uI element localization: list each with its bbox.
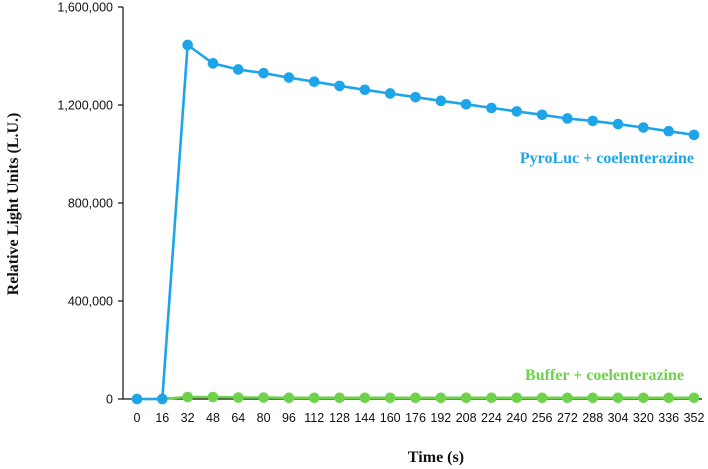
data-point: [334, 80, 345, 92]
x-tick-label: 256: [532, 411, 553, 425]
data-point: [207, 391, 219, 403]
data-point: [562, 392, 573, 404]
y-tick-label: 1,200,000: [57, 99, 113, 113]
data-point: [283, 72, 295, 83]
data-point: [232, 64, 244, 75]
data-point: [182, 39, 193, 51]
y-ticks: 0 400,000 800,000 1,200,000 1,600,000: [57, 1, 123, 407]
x-tick-label: 176: [405, 411, 426, 425]
data-point: [435, 95, 447, 107]
x-tick-label: 112: [304, 411, 324, 425]
x-tick-label: 144: [354, 411, 375, 425]
x-tick-label: 128: [329, 411, 350, 425]
data-point: [612, 392, 624, 404]
series-label-buffer: Buffer + coelenterazine: [525, 367, 684, 384]
data-point: [688, 392, 700, 404]
data-point: [587, 115, 599, 127]
data-point: [460, 98, 472, 110]
x-ticks: 0 16 32 48 64 80 96 112 128 144 160 176 192 208 224 240…: [134, 411, 705, 425]
data-point: [562, 113, 573, 124]
data-point: [511, 106, 523, 117]
x-tick-label: 224: [481, 411, 502, 425]
x-tick-label: 304: [608, 411, 629, 425]
data-point: [511, 392, 523, 404]
data-point: [308, 76, 320, 88]
data-point: [486, 102, 497, 114]
x-tick-label: 48: [206, 411, 220, 425]
x-tick-label: 192: [430, 411, 451, 425]
data-point: [410, 392, 421, 404]
data-point: [258, 67, 269, 79]
data-point: [232, 392, 244, 403]
series-pyroluc: [131, 39, 700, 405]
x-tick-label: 288: [582, 411, 603, 425]
x-tick-label: 320: [633, 411, 654, 425]
y-axis-title: Relative Light Units (L.U.): [5, 113, 22, 296]
x-axis-title: Time (s): [408, 449, 464, 466]
x-tick-label: 0: [134, 411, 141, 425]
data-point: [688, 129, 700, 141]
x-tick-label: 96: [282, 411, 296, 425]
data-point: [359, 84, 371, 96]
data-point: [283, 392, 295, 404]
data-point: [587, 392, 599, 404]
x-tick-label: 64: [231, 411, 245, 425]
x-tick-label: 352: [684, 411, 705, 425]
data-point: [638, 122, 649, 133]
data-point: [334, 392, 345, 404]
x-tick-label: 336: [658, 411, 679, 425]
data-point: [663, 125, 674, 137]
x-tick-label: 272: [557, 411, 578, 425]
data-point: [182, 391, 193, 403]
data-point: [638, 392, 649, 404]
x-tick-label: 16: [155, 411, 169, 425]
data-point: [536, 392, 548, 404]
data-point: [435, 392, 447, 404]
data-point: [460, 392, 472, 404]
y-tick-label: 1,600,000: [57, 1, 113, 15]
data-point: [536, 109, 548, 121]
series-buffer: [131, 391, 700, 405]
data-point: [384, 88, 396, 99]
data-point: [207, 58, 219, 69]
y-tick-label: 0: [106, 393, 113, 407]
series-group: [131, 39, 700, 405]
data-point: [663, 392, 674, 404]
data-point: [308, 392, 320, 404]
x-tick-label: 80: [257, 411, 271, 425]
x-tick-label: 208: [456, 411, 477, 425]
data-point: [258, 392, 269, 403]
y-tick-label: 400,000: [68, 295, 113, 309]
x-tick-label: 32: [181, 411, 195, 425]
data-point: [131, 393, 143, 405]
data-point: [486, 392, 497, 404]
y-tick-label: 800,000: [68, 197, 113, 211]
x-tick-label: 160: [380, 411, 401, 425]
series-label-pyroluc: PyroLuc + coelenterazine: [520, 150, 694, 167]
data-point: [612, 118, 624, 130]
data-point: [359, 392, 371, 404]
data-point: [157, 393, 168, 405]
data-point: [384, 392, 396, 404]
x-tick-label: 240: [506, 411, 527, 425]
data-point: [410, 91, 421, 103]
